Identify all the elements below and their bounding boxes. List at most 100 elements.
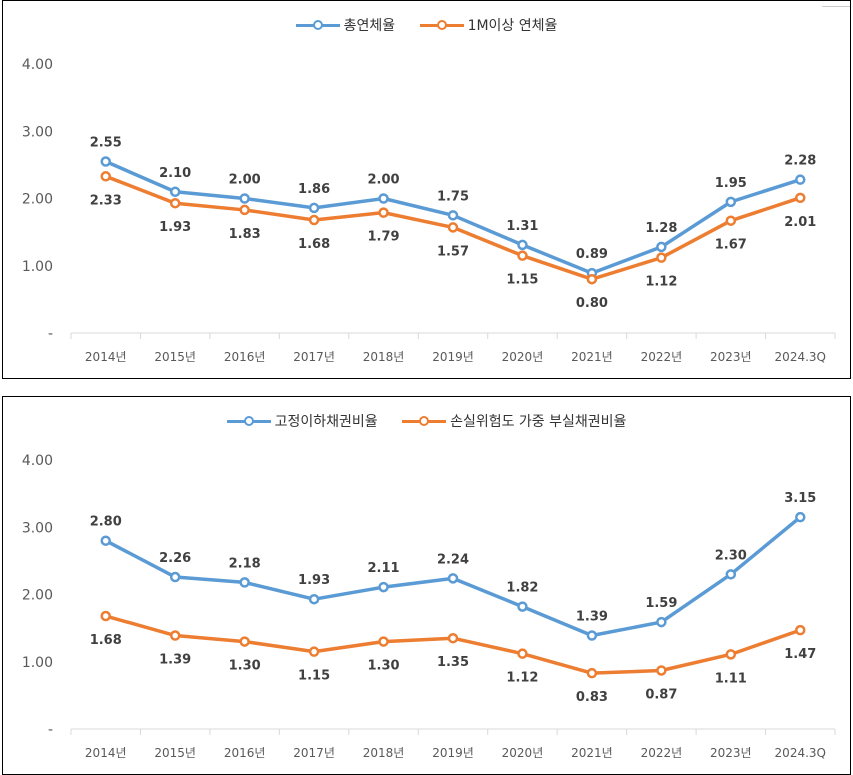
data-point-marker (656, 616, 667, 628)
data-label: 1.68 (90, 633, 122, 648)
data-label: 2.24 (437, 552, 469, 567)
data-point-marker (656, 665, 667, 676)
x-tick-label: 2021년 (571, 746, 613, 760)
data-label: 1.86 (298, 182, 330, 197)
data-label: 1.12 (645, 275, 677, 290)
legend-label: 고정이하채권비율 (274, 414, 378, 430)
data-point-marker (447, 632, 459, 644)
data-label: 1.75 (437, 189, 469, 204)
x-tick-label: 2020년 (502, 746, 544, 760)
x-tick-label: 2017년 (293, 746, 335, 760)
data-label: 1.15 (506, 273, 538, 288)
data-point-marker (378, 636, 389, 647)
data-label: 1.39 (159, 653, 191, 668)
x-tick-label: 2021년 (571, 350, 613, 364)
legend-label: 손실위험도 가중 부실채권비율 (450, 414, 627, 430)
data-point-marker (517, 239, 528, 251)
data-label: 1.12 (506, 671, 538, 686)
legend-item-total-delinquency: 총연체율 (295, 15, 396, 35)
y-tick-label: 1.00 (22, 655, 53, 671)
y-tick-label: - (48, 722, 53, 738)
data-label: 3.15 (784, 491, 816, 506)
legend-item-1m-delinquency: 1M이상 연체율 (419, 15, 558, 35)
x-tick-label: 2024.3Q (775, 350, 826, 364)
x-tick-label: 2023년 (710, 350, 752, 364)
legend-label: 1M이상 연체율 (467, 18, 558, 34)
data-label: 2.28 (784, 154, 816, 169)
data-point-marker (169, 630, 181, 641)
x-tick-label: 2015년 (154, 746, 196, 760)
data-label: 1.93 (298, 573, 330, 588)
data-label: 1.95 (715, 176, 747, 191)
chart-plot: - 1.00 2.00 3.00 4.00 2014년 2015년 2016년 2017년 201… (22, 453, 836, 760)
data-point-marker (795, 192, 806, 204)
data-point-marker (169, 186, 181, 198)
data-point-marker (795, 174, 806, 185)
y-tick-label: 4.00 (22, 453, 53, 469)
data-label: 1.11 (715, 671, 747, 686)
x-tick-label: 2016년 (224, 350, 266, 364)
x-tick-label: 2018년 (363, 350, 405, 364)
chart-plot: - 1.00 2.00 3.00 4.00 2014년 2015년 2016년 2017년 201… (22, 57, 836, 364)
data-label: 1.59 (645, 596, 677, 611)
corner-tick (822, 0, 850, 7)
data-point-marker (239, 577, 250, 588)
chart-legend: 총연체율 1M이상 연체율 (3, 15, 850, 35)
x-tick-label: 2017년 (293, 350, 335, 364)
data-point-marker (169, 571, 181, 583)
data-point-marker (795, 511, 806, 523)
x-tick-label: 2022년 (641, 350, 683, 364)
data-label: 2.30 (715, 548, 747, 563)
x-tick-label: 2014년 (85, 746, 127, 760)
y-tick-label: 1.00 (22, 259, 53, 275)
y-tick-label: - (48, 326, 53, 342)
data-label: 1.93 (159, 220, 191, 235)
data-point-marker (447, 210, 459, 221)
data-point-marker (239, 204, 250, 216)
data-label: 1.82 (506, 581, 538, 596)
data-point-marker (656, 241, 667, 253)
data-label: 2.00 (368, 173, 400, 188)
legend-label: 총연체율 (343, 18, 396, 34)
legend-marker-orange (419, 19, 464, 31)
x-tick-label: 2024.3Q (775, 746, 826, 760)
x-tick-label: 2015년 (154, 350, 196, 364)
data-point-marker (308, 646, 320, 657)
data-label: 2.33 (90, 193, 122, 208)
legend-item-risk-weighted-npl-ratio: 손실위험도 가중 부실채권비율 (402, 411, 626, 431)
data-label: 1.15 (298, 669, 330, 684)
data-label: 0.83 (576, 690, 608, 705)
data-label: 0.80 (576, 296, 608, 311)
data-point-marker (308, 202, 320, 214)
x-tick-label: 2016년 (224, 746, 266, 760)
data-point-marker (586, 273, 598, 285)
data-point-marker (169, 197, 181, 209)
data-point-marker (100, 171, 111, 182)
data-label: 1.35 (437, 655, 469, 670)
data-label: 1.67 (715, 238, 747, 253)
y-tick-label: 2.00 (22, 192, 53, 208)
y-tick-label: 2.00 (22, 588, 53, 604)
data-point-marker (100, 610, 111, 622)
data-label: 1.79 (368, 230, 400, 245)
data-label: 1.39 (576, 610, 608, 625)
x-tick-label: 2014년 (85, 350, 127, 364)
data-label: 1.28 (645, 221, 677, 236)
x-tick-label: 2022년 (641, 746, 683, 760)
data-point-marker (239, 193, 250, 204)
x-tick-label: 2020년 (502, 350, 544, 364)
data-label: 1.47 (784, 647, 816, 662)
data-point-marker (517, 250, 528, 261)
data-point-marker (656, 252, 667, 263)
data-point-marker (517, 648, 528, 659)
data-label: 2.55 (90, 136, 122, 151)
data-point-marker (725, 649, 737, 660)
x-tick-label: 2018년 (363, 746, 405, 760)
data-point-marker (447, 222, 459, 233)
data-label: 2.10 (159, 166, 191, 181)
data-point-marker (586, 667, 598, 679)
y-tick-label: 4.00 (22, 57, 53, 73)
data-point-marker (378, 581, 389, 593)
data-point-marker (725, 215, 737, 226)
data-point-marker (517, 601, 528, 612)
